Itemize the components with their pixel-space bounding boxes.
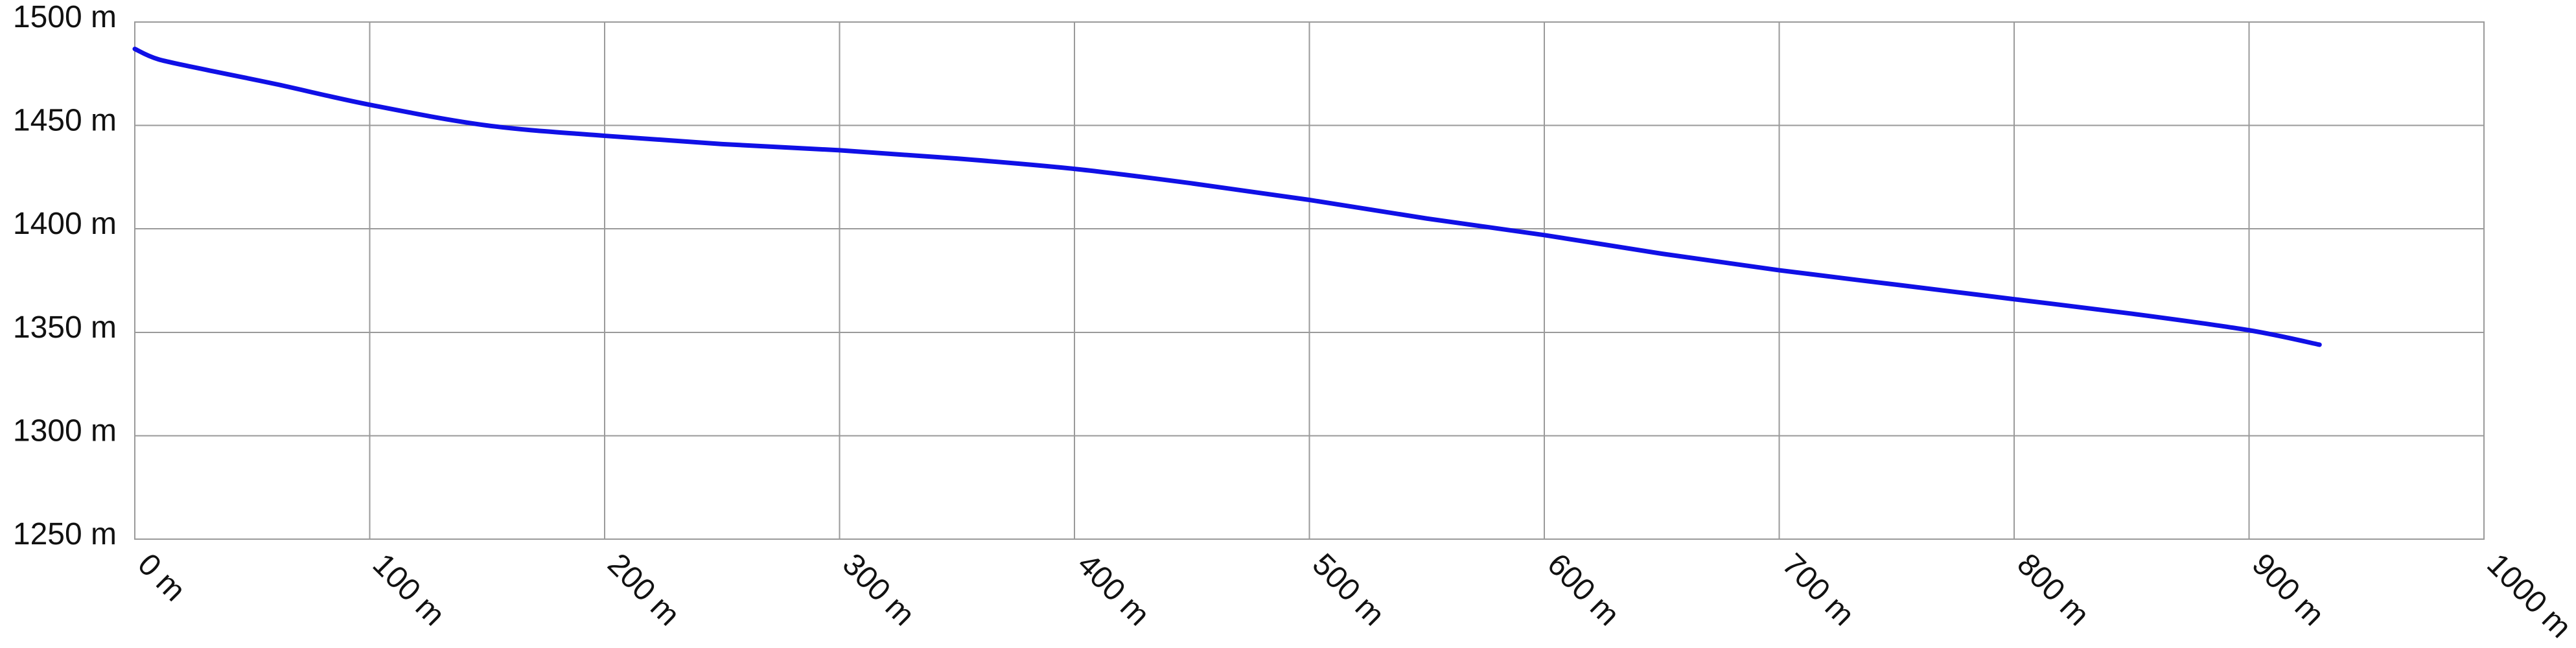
data-point-0-5 [485, 124, 489, 128]
data-point-0-1 [156, 57, 160, 61]
x-tick-label: 600 m [1540, 547, 1626, 632]
x-tick-label: 300 m [836, 547, 922, 632]
x-tick-label: 1000 m [2480, 547, 2576, 645]
data-point-0-15 [1660, 252, 1664, 256]
data-point-0-0 [133, 47, 137, 51]
data-point-0-19 [2129, 312, 2133, 316]
data-point-0-14 [1542, 233, 1546, 237]
data-point-0-6 [603, 134, 607, 138]
data-point-0-16 [1778, 268, 1781, 272]
data-point-0-20 [2247, 329, 2251, 332]
data-point-0-7 [720, 142, 724, 146]
data-point-0-9 [955, 157, 959, 161]
y-tick-label: 1250 m [13, 517, 117, 551]
plot-frame [134, 21, 2485, 540]
y-tick-label: 1300 m [13, 413, 117, 448]
data-point-0-2 [203, 67, 207, 71]
x-tick-label: 0 m [131, 547, 192, 608]
x-tick-label: 500 m [1306, 547, 1391, 632]
data-point-0-8 [838, 148, 842, 152]
x-tick-label: 700 m [1776, 547, 1861, 632]
data-point-0-3 [274, 82, 278, 86]
plot-border [134, 21, 2485, 540]
data-point-0-4 [368, 103, 372, 107]
data-point-0-17 [1895, 283, 1899, 286]
x-tick-label: 100 m [366, 547, 452, 632]
grid [134, 21, 2485, 540]
x-tick-label: 200 m [601, 547, 686, 632]
y-tick-label: 1450 m [13, 104, 117, 138]
y-tick-label: 1500 m [13, 0, 117, 34]
data-point-0-10 [1073, 167, 1076, 171]
data-point-0-11 [1190, 181, 1194, 185]
y-tick-label: 1350 m [13, 310, 117, 345]
x-axis-tick-labels: 0 m 100 m 200 m 300 m 400 m 500 m 600 m 700 m 80… [131, 547, 2576, 645]
x-tick-label: 800 m [2010, 547, 2096, 632]
y-tick-label: 1400 m [13, 207, 117, 241]
series-layer [132, 47, 2322, 347]
data-point-0-12 [1308, 198, 1312, 202]
x-tick-label: 400 m [1071, 547, 1156, 632]
x-tick-label: 900 m [2245, 547, 2331, 632]
y-axis-tick-labels: 1250 m 1300 m 1350 m 1400 m 1450 m 1500 m [13, 0, 117, 551]
data-point-0-21 [2317, 343, 2321, 347]
data-point-0-18 [2012, 297, 2016, 301]
elevation-series-line-0 [132, 47, 2322, 347]
data-point-0-13 [1425, 216, 1429, 220]
